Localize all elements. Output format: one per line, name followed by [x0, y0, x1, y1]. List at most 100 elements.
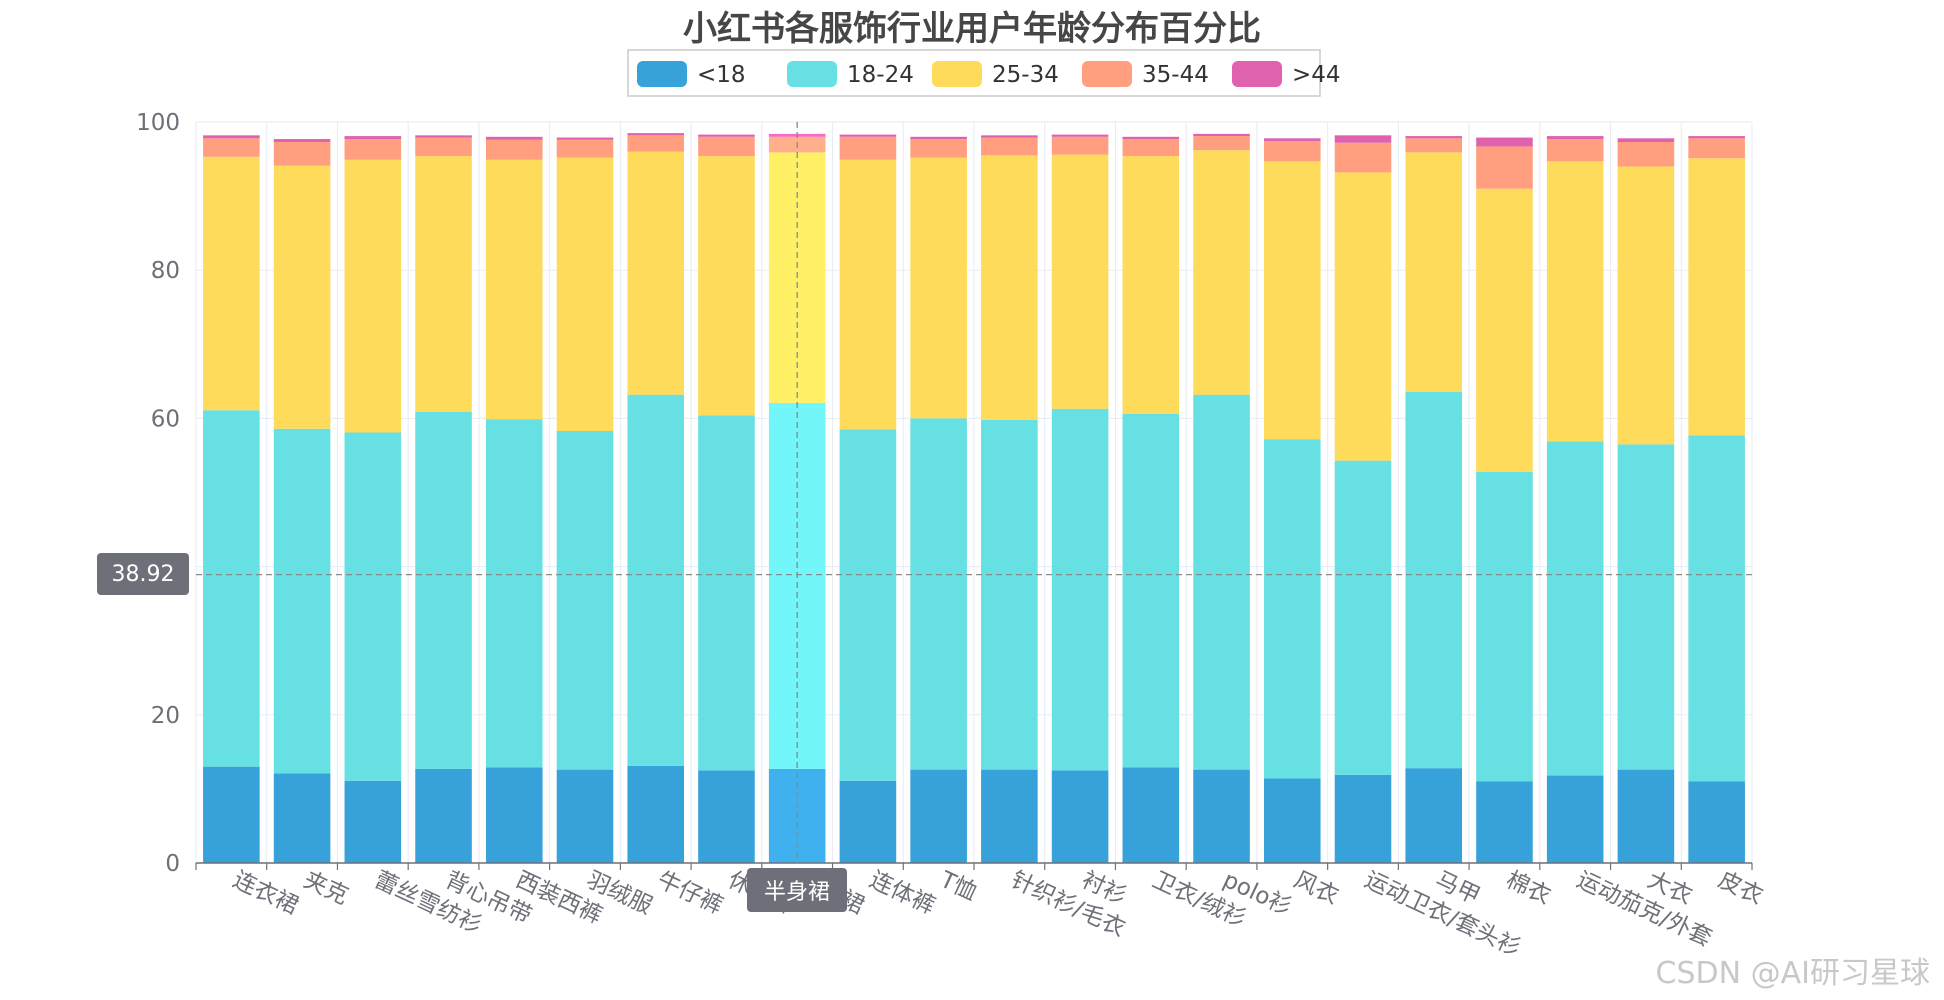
bar-segment[interactable] [1122, 136, 1180, 140]
legend-label[interactable]: 35-44 [1142, 62, 1209, 88]
bar-segment[interactable] [627, 133, 685, 136]
legend-swatch[interactable] [787, 61, 837, 87]
bar-segment[interactable] [1334, 774, 1392, 863]
bar-segment[interactable] [1476, 188, 1533, 472]
bar-segment[interactable] [415, 137, 472, 157]
bar-segment[interactable] [1334, 172, 1392, 461]
bar-segment[interactable] [485, 139, 543, 160]
bar-segment[interactable] [1263, 439, 1321, 779]
bar-segment[interactable] [1617, 166, 1675, 445]
bar-segment[interactable] [556, 430, 614, 770]
bar-segment[interactable] [203, 410, 260, 767]
bar-segment[interactable] [1405, 391, 1463, 769]
bar-segment[interactable] [415, 768, 472, 863]
bar-segment[interactable] [1263, 778, 1321, 863]
bar-segment[interactable] [344, 159, 402, 433]
bar-segment[interactable] [273, 428, 331, 774]
bar-segment[interactable] [1193, 394, 1250, 770]
bar-segment[interactable] [1263, 138, 1321, 142]
bar-segment[interactable] [1405, 138, 1463, 153]
bar-segment[interactable] [1193, 133, 1250, 137]
bar-segment[interactable] [1476, 471, 1533, 782]
bar-segment[interactable] [1051, 134, 1109, 137]
bar-segment[interactable] [627, 765, 685, 863]
bar-segment[interactable] [485, 419, 543, 768]
bar-segment[interactable] [415, 135, 472, 138]
bar-segment[interactable] [1405, 152, 1463, 392]
bar-segment[interactable] [910, 769, 967, 863]
bar-segment[interactable] [981, 135, 1038, 138]
bar-segment[interactable] [1476, 146, 1533, 189]
bar-segment[interactable] [273, 773, 331, 863]
bar-segment[interactable] [273, 165, 331, 429]
bar-segment[interactable] [910, 136, 967, 140]
bar-segment[interactable] [1263, 141, 1321, 162]
bar-segment[interactable] [698, 134, 755, 137]
bar-segment[interactable] [344, 780, 402, 863]
bar-segment[interactable] [344, 139, 402, 160]
bar-segment[interactable] [556, 137, 614, 140]
bar-segment[interactable] [981, 419, 1038, 770]
bar-segment[interactable] [273, 139, 331, 143]
bar-segment[interactable] [1405, 136, 1463, 139]
bar-segment[interactable] [1546, 139, 1604, 162]
bar-segment[interactable] [203, 135, 260, 139]
bar-segment[interactable] [698, 136, 755, 157]
bar-segment[interactable] [344, 432, 402, 781]
bar-segment[interactable] [1476, 781, 1533, 863]
bar-segment[interactable] [485, 136, 543, 140]
bar-segment[interactable] [1617, 138, 1675, 143]
bar-segment[interactable] [910, 418, 967, 770]
bar-segment[interactable] [839, 780, 897, 863]
bar-segment[interactable] [1122, 139, 1180, 157]
bar-segment[interactable] [203, 766, 260, 863]
bar-segment[interactable] [981, 155, 1038, 420]
bar-segment[interactable] [1122, 156, 1180, 414]
bar-segment[interactable] [1617, 769, 1675, 863]
bar-segment[interactable] [203, 138, 260, 157]
bar-segment[interactable] [556, 157, 614, 431]
bar-segment[interactable] [1334, 460, 1392, 775]
bar-segment[interactable] [556, 139, 614, 158]
bar-segment[interactable] [627, 135, 685, 152]
bar-segment[interactable] [839, 159, 897, 430]
legend-label[interactable]: 18-24 [847, 62, 914, 88]
bar-segment[interactable] [910, 157, 967, 419]
bar-segment[interactable] [1688, 781, 1745, 863]
bar-segment[interactable] [1193, 150, 1250, 395]
bar-segment[interactable] [1334, 135, 1392, 143]
bar-segment[interactable] [698, 415, 755, 771]
legend-label[interactable]: <18 [697, 62, 746, 88]
bar-segment[interactable] [981, 137, 1038, 156]
bar-segment[interactable] [839, 134, 897, 137]
bar-segment[interactable] [1122, 767, 1180, 863]
bar-segment[interactable] [1617, 444, 1675, 770]
bar-segment[interactable] [344, 136, 402, 140]
bar-segment[interactable] [839, 429, 897, 781]
bar-segment[interactable] [1193, 769, 1250, 863]
bar-segment[interactable] [273, 142, 331, 166]
bar-segment[interactable] [698, 770, 755, 863]
bar-segment[interactable] [1546, 775, 1604, 863]
bar-segment[interactable] [910, 139, 967, 158]
bar-segment[interactable] [1334, 142, 1392, 173]
legend-label[interactable]: 25-34 [992, 62, 1059, 88]
bar-segment[interactable] [627, 394, 685, 766]
bar-segment[interactable] [1617, 142, 1675, 167]
bar-segment[interactable] [1405, 768, 1463, 863]
bar-segment[interactable] [415, 156, 472, 412]
bar-segment[interactable] [1051, 408, 1109, 771]
bar-segment[interactable] [485, 159, 543, 420]
legend-swatch[interactable] [1082, 61, 1132, 87]
legend-swatch[interactable] [637, 61, 687, 87]
legend[interactable]: <18 18-24 25-34 35-44 >44 [627, 49, 1341, 97]
legend-swatch[interactable] [1232, 61, 1282, 87]
bar-segment[interactable] [1688, 136, 1745, 139]
bar-segment[interactable] [698, 156, 755, 416]
bar-segment[interactable] [1688, 138, 1745, 159]
bar-segment[interactable] [1122, 413, 1180, 768]
bar-segment[interactable] [839, 136, 897, 160]
bar-segment[interactable] [1546, 161, 1604, 442]
bar-segment[interactable] [415, 411, 472, 769]
bar-segment[interactable] [1476, 137, 1533, 147]
